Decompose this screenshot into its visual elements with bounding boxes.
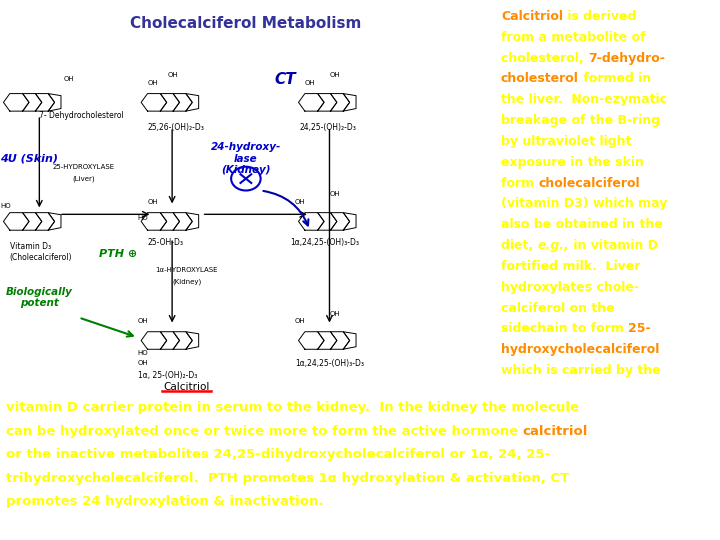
Text: 1α-HYDROXYLASE: 1α-HYDROXYLASE [156, 267, 218, 273]
Text: 7-dehydro-: 7-dehydro- [588, 52, 665, 65]
Text: formed in: formed in [579, 72, 651, 85]
Text: 7- Dehydrocholesterol: 7- Dehydrocholesterol [40, 111, 124, 119]
Text: CT: CT [274, 72, 296, 87]
Text: HO: HO [0, 204, 11, 210]
Text: vitamin D carrier protein in serum to the kidney.  In the kidney the molecule: vitamin D carrier protein in serum to th… [6, 401, 579, 414]
Text: OH: OH [330, 72, 340, 78]
Text: fortified milk.  Liver: fortified milk. Liver [501, 260, 640, 273]
Text: exposure in the skin: exposure in the skin [501, 156, 644, 169]
Text: Vitamin D₃: Vitamin D₃ [10, 241, 51, 251]
Text: (vitamin D3) which may: (vitamin D3) which may [501, 198, 667, 211]
Text: by ultraviolet light: by ultraviolet light [501, 135, 631, 148]
Text: cholesterol: cholesterol [501, 72, 579, 85]
Text: 4U (Skin): 4U (Skin) [1, 154, 58, 164]
Text: e.g.,: e.g., [537, 239, 569, 252]
Text: or the inactive metabolites 24,25-dihydroxycholecalciferol or 1α, 24, 25-: or the inactive metabolites 24,25-dihydr… [6, 448, 550, 461]
Text: Calcitriol: Calcitriol [501, 10, 563, 23]
Text: cholecalciferol: cholecalciferol [539, 177, 640, 190]
Text: OH: OH [305, 80, 315, 86]
Text: calcitriol: calcitriol [523, 424, 588, 437]
Text: PTH ⊕: PTH ⊕ [99, 249, 137, 259]
Text: 25-OH-D₃: 25-OH-D₃ [148, 238, 184, 247]
Text: 1α,24,25-(OH)₃-D₃: 1α,24,25-(OH)₃-D₃ [295, 359, 364, 368]
Text: diet,: diet, [501, 239, 537, 252]
Text: HO: HO [138, 350, 148, 356]
Text: OH: OH [295, 319, 306, 325]
Text: 1α,24,25-(OH)₃-D₃: 1α,24,25-(OH)₃-D₃ [290, 238, 359, 247]
Text: from a metabolite of: from a metabolite of [501, 31, 646, 44]
Text: 25,26-(OH)₂-D₃: 25,26-(OH)₂-D₃ [148, 123, 204, 132]
Text: OH: OH [138, 319, 148, 325]
Text: 1α, 25-(OH)₂-D₃: 1α, 25-(OH)₂-D₃ [138, 370, 197, 380]
Text: OH: OH [167, 72, 178, 78]
Text: Cholecalciferol Metabolism: Cholecalciferol Metabolism [130, 16, 361, 31]
Text: breakage of the B-ring: breakage of the B-ring [501, 114, 660, 127]
Text: form: form [501, 177, 539, 190]
Text: OH: OH [138, 360, 148, 366]
Text: (Kidney): (Kidney) [172, 279, 202, 285]
Text: hydroxylates chole-: hydroxylates chole- [501, 281, 639, 294]
Text: promotes 24 hydroxylation & inactivation.: promotes 24 hydroxylation & inactivation… [6, 495, 323, 508]
Text: OH: OH [330, 192, 340, 198]
Text: OH: OH [148, 199, 158, 205]
Text: hydroxycholecalciferol: hydroxycholecalciferol [501, 343, 660, 356]
Text: in vitamin D: in vitamin D [569, 239, 658, 252]
Text: OH: OH [148, 80, 158, 86]
Text: OH: OH [330, 310, 340, 316]
Text: also be obtained in the: also be obtained in the [501, 218, 662, 231]
Text: trihydroxycholecalciferol.  PTH promotes 1α hydroxylation & activation, CT: trihydroxycholecalciferol. PTH promotes … [6, 471, 569, 484]
Text: 25-: 25- [628, 322, 651, 335]
Text: Biologically
potent: Biologically potent [6, 287, 73, 308]
Text: can be hydroxylated once or twice more to form the active hormone: can be hydroxylated once or twice more t… [6, 424, 523, 437]
Text: (Liver): (Liver) [72, 176, 95, 182]
Text: HO: HO [138, 215, 148, 221]
Text: sidechain to form: sidechain to form [501, 322, 628, 335]
Text: which is carried by the: which is carried by the [501, 364, 660, 377]
Text: 24,25-(OH)₂-D₃: 24,25-(OH)₂-D₃ [300, 123, 357, 132]
Text: is derived: is derived [563, 10, 636, 23]
Text: (Cholecalciferol): (Cholecalciferol) [10, 253, 72, 262]
Text: OH: OH [295, 199, 306, 205]
Text: 24-hydroxy-
lase
(Kidney): 24-hydroxy- lase (Kidney) [211, 142, 281, 176]
Text: cholesterol,: cholesterol, [501, 52, 588, 65]
Text: 25-HYDROXYLASE: 25-HYDROXYLASE [53, 164, 114, 170]
Text: OH: OH [64, 76, 75, 83]
Text: the liver.  Non-ezymatic: the liver. Non-ezymatic [501, 93, 667, 106]
Text: calciferol on the: calciferol on the [501, 302, 614, 315]
Text: Calcitriol: Calcitriol [163, 382, 210, 392]
